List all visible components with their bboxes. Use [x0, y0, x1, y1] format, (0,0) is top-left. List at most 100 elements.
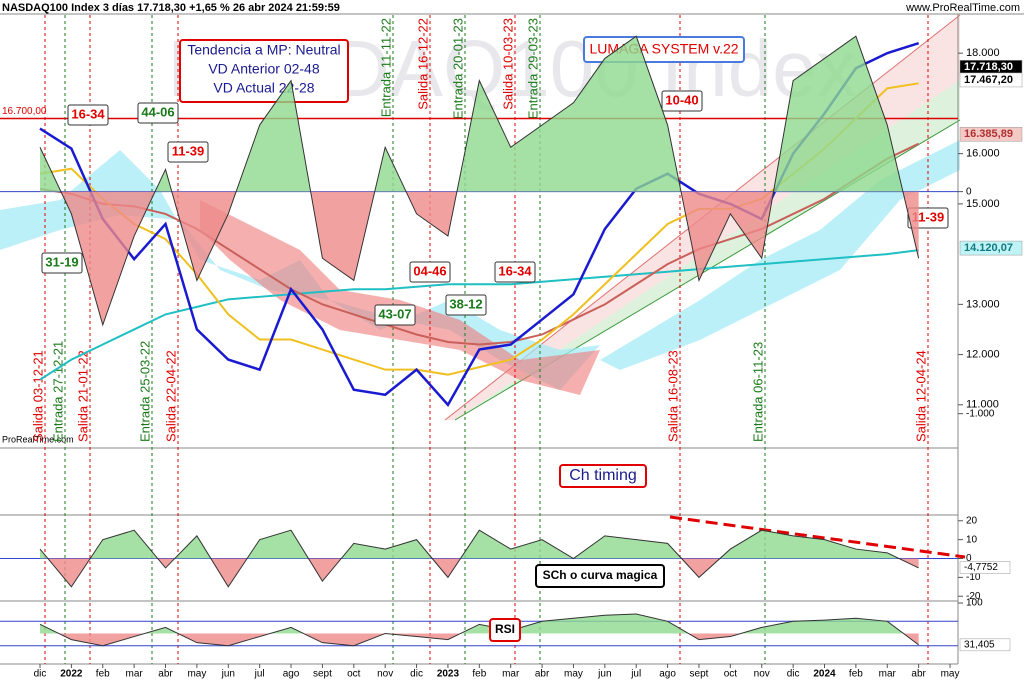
signal-box-label: 16-34 [498, 263, 532, 278]
y-tick-label: 20 [966, 515, 978, 526]
x-tick-label: jun [221, 669, 235, 680]
source: ProRealTime.com [2, 434, 74, 444]
signal-box [661, 90, 703, 112]
price-badge-label: 14.120,07 [964, 242, 1013, 254]
y-tick-label: 12.000 [966, 348, 1000, 360]
value-badge [959, 638, 1011, 652]
x-tick-label: nov [377, 669, 393, 680]
x-tick-label: abr [535, 669, 550, 680]
x-tick-label: nov [754, 669, 770, 680]
header-title: NASDAQ100 Index 3 días 17.718,30 +1,65 %… [2, 2, 340, 14]
y-tick-label: 13.000 [966, 298, 1000, 310]
area-positive [40, 613, 919, 634]
signal-box-label: 43-07 [378, 306, 411, 321]
x-tick-label: dic [787, 669, 800, 680]
cloud [200, 200, 600, 395]
area-positive [40, 36, 919, 192]
level-label: 16.700,00 [2, 106, 47, 117]
x-tick-label: feb [96, 669, 110, 680]
panel-label-box [535, 564, 665, 588]
signal-box-label: 16-34 [71, 106, 105, 121]
signal-box-label: 44-06 [141, 104, 174, 119]
signal-label: Entrada 20-01-23 [450, 18, 465, 119]
x-tick-label: may [564, 669, 583, 680]
cloud [600, 140, 960, 370]
x-tick-label: ago [659, 669, 676, 680]
header-site: www.ProRealTime.com [905, 2, 1020, 14]
y-tick-label: 11.000 [966, 399, 999, 411]
signal-label: Entrada 25-03-22 [137, 341, 152, 442]
value-badge [959, 561, 1011, 574]
x-tick-label: 2023 [437, 669, 460, 680]
trend-line [669, 515, 966, 559]
x-tick-label: mar [879, 669, 897, 680]
signal-label: Entrada 29-03-23 [525, 18, 540, 119]
y-tick-label: -10 [966, 572, 981, 583]
signal-label: Salida 03-12-21 [30, 350, 45, 442]
y-tick-label: 100 [966, 598, 983, 609]
x-tick-label: dic [34, 669, 47, 680]
signal-box [67, 104, 109, 126]
x-tick-label: jul [630, 669, 641, 680]
x-tick-label: sept [313, 669, 332, 680]
price-badge [959, 127, 1023, 142]
y-tick-label: 18.000 [966, 47, 1000, 59]
signal-box-label: 11-39 [172, 143, 205, 158]
series-line [39, 249, 919, 381]
info-box [179, 39, 349, 103]
x-tick-label: oct [724, 669, 738, 680]
x-tick-label: sept [690, 669, 709, 680]
value-badge-label: -4,7752 [964, 562, 998, 573]
signal-box [137, 102, 179, 124]
indicator-line [39, 613, 919, 647]
signal-box [445, 294, 487, 316]
x-tick-label: 2024 [813, 669, 836, 680]
signal-box-label: 31-19 [45, 254, 78, 269]
price-badge-label: 16.385,89 [964, 128, 1013, 140]
x-tick-label: mar [126, 669, 144, 680]
area-positive [40, 530, 919, 559]
signal-box [409, 261, 451, 283]
x-tick-label: may [187, 669, 206, 680]
signal-box-label: 04-46 [413, 263, 446, 278]
x-tick-label: feb [849, 669, 863, 680]
signal-label: Salida 21-01-22 [75, 350, 90, 442]
signal-label: Salida 16-08-23 [665, 350, 680, 442]
x-tick-label: ago [283, 669, 300, 680]
info-line: VD Actual 22-28 [213, 80, 314, 96]
panel-label-box [489, 618, 521, 642]
y-tick-label: -1.000 [966, 408, 995, 419]
price-badge [959, 72, 1023, 88]
signal-label: Entrada 11-11-22 [378, 18, 393, 117]
x-tick-label: mar [502, 669, 520, 680]
signal-box [41, 252, 83, 274]
signal-box [374, 304, 416, 326]
signal-label: Salida 12-04-24 [913, 350, 928, 442]
x-tick-label: abr [158, 669, 173, 680]
panel-label: SCh o curva magica [543, 568, 658, 582]
signal-label: Salida 16-12-22 [415, 18, 430, 110]
y-tick-label: 0 [966, 186, 972, 197]
x-tick-label: jul [254, 669, 265, 680]
y-tick-label: 16.000 [966, 148, 1000, 160]
signal-label: Salida 10-03-23 [500, 18, 515, 110]
price-badge-label: 17.718,30 [964, 61, 1013, 73]
panel-label-box [559, 464, 647, 488]
y-tick-label: -20 [966, 591, 981, 602]
price-badge-label: 17.467,20 [964, 74, 1013, 86]
signal-box-label: 10-40 [665, 92, 698, 107]
y-tick-label: 10 [966, 534, 978, 545]
y-tick-label: 15.000 [966, 198, 1000, 210]
x-tick-label: feb [472, 669, 486, 680]
area-negative [60, 191, 919, 325]
signal-box [167, 141, 209, 163]
panel-label: Ch timing [569, 467, 637, 484]
signal-box-label: 38-12 [449, 296, 482, 311]
signal-box-label: 11-39 [912, 209, 945, 224]
signal-label: Entrada 27-12-21 [50, 341, 65, 442]
y-tick-label: 0 [966, 553, 972, 564]
area-negative [40, 558, 919, 587]
x-tick-label: oct [347, 669, 361, 680]
x-tick-label: dic [410, 669, 423, 680]
